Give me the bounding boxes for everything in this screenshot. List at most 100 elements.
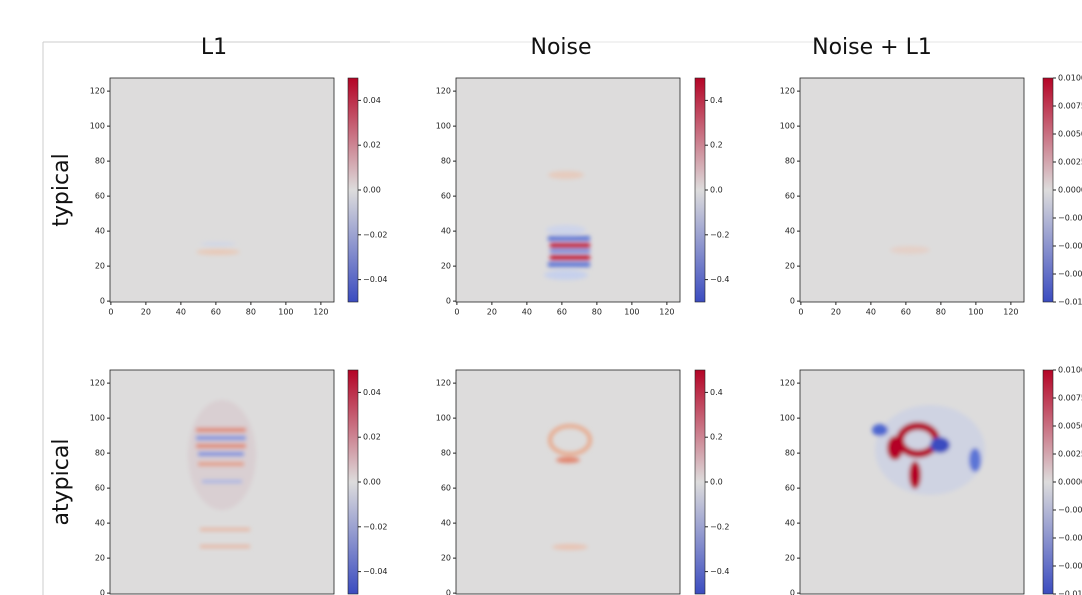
y-tick-label: 120 bbox=[90, 379, 105, 388]
y-tick-label: 80 bbox=[441, 449, 451, 458]
axes-frame bbox=[455, 369, 681, 595]
y-tick-label: 60 bbox=[785, 484, 795, 493]
y-tick-label: 60 bbox=[441, 192, 451, 201]
colorbar-tick-label: 0.02 bbox=[363, 141, 381, 150]
x-tick-label: 100 bbox=[968, 308, 983, 317]
y-tick-label: 0 bbox=[100, 589, 105, 595]
texture bbox=[200, 528, 250, 531]
colorbar-tick-label: 0.2 bbox=[710, 433, 723, 442]
colorbar-tick-label: 0.0025 bbox=[1058, 450, 1082, 459]
y-tick-label: 80 bbox=[785, 157, 795, 166]
y-tick-label: 20 bbox=[785, 554, 795, 563]
colorbar-tick-label: 0.0 bbox=[710, 478, 723, 487]
colorbar-tick-label: −0.02 bbox=[363, 522, 388, 531]
texture bbox=[198, 452, 244, 456]
texture bbox=[198, 462, 244, 466]
colorbar-tick-label: 0.00 bbox=[363, 186, 381, 195]
colorbar-tick-label: 0.00 bbox=[363, 478, 381, 487]
y-tick-label: 20 bbox=[441, 554, 451, 563]
y-tick-label: 40 bbox=[785, 227, 795, 236]
colorbar-tick-label: −0.0075 bbox=[1058, 270, 1082, 279]
heatmap bbox=[456, 78, 680, 302]
row-label: typical bbox=[49, 153, 74, 226]
y-tick-label: 0 bbox=[446, 589, 451, 595]
y-tick-label: 60 bbox=[441, 484, 451, 493]
texture bbox=[544, 270, 588, 280]
y-tick-label: 100 bbox=[436, 122, 451, 131]
colorbar-tick-label: −0.2 bbox=[710, 230, 729, 239]
colorbar-tick-label: −0.04 bbox=[363, 567, 388, 576]
colorbar-tick-label: 0.0075 bbox=[1058, 102, 1082, 111]
column-title: Noise bbox=[530, 35, 591, 60]
texture bbox=[196, 444, 246, 448]
x-tick-label: 40 bbox=[176, 308, 186, 317]
axes-frame bbox=[455, 77, 681, 303]
y-tick-label: 20 bbox=[95, 554, 105, 563]
x-tick-label: 60 bbox=[557, 308, 567, 317]
y-tick-label: 100 bbox=[436, 414, 451, 423]
colorbar-tick-label: 0.4 bbox=[710, 388, 723, 397]
heatmap bbox=[456, 370, 680, 594]
texture bbox=[548, 424, 592, 456]
colorbar-tick-label: 0.04 bbox=[363, 96, 381, 105]
axes-frame bbox=[799, 77, 1025, 303]
y-tick-label: 100 bbox=[90, 414, 105, 423]
y-tick-label: 100 bbox=[780, 122, 795, 131]
colorbar-tick-label: −0.04 bbox=[363, 275, 388, 284]
y-tick-label: 80 bbox=[95, 157, 105, 166]
x-tick-label: 0 bbox=[454, 308, 459, 317]
x-tick-label: 100 bbox=[278, 308, 293, 317]
y-tick-label: 80 bbox=[441, 157, 451, 166]
colorbar-tick-label: −0.4 bbox=[710, 567, 729, 576]
texture bbox=[200, 242, 236, 246]
texture bbox=[890, 246, 930, 254]
colorbar-tick-label: −0.2 bbox=[710, 522, 729, 531]
x-tick-label: 120 bbox=[313, 308, 328, 317]
y-tick-label: 100 bbox=[90, 122, 105, 131]
y-tick-label: 40 bbox=[441, 519, 451, 528]
x-tick-label: 20 bbox=[141, 308, 151, 317]
x-tick-label: 80 bbox=[592, 308, 602, 317]
y-tick-label: 20 bbox=[441, 262, 451, 271]
x-tick-label: 40 bbox=[866, 308, 876, 317]
colorbar-tick-label: 0.04 bbox=[363, 388, 381, 397]
colorbar-tick-label: 0.0000 bbox=[1058, 478, 1082, 487]
column-title: Noise + L1 bbox=[812, 35, 932, 60]
heatmap-texture bbox=[188, 171, 985, 550]
texture bbox=[548, 171, 584, 179]
y-tick-label: 60 bbox=[95, 192, 105, 201]
x-tick-label: 80 bbox=[246, 308, 256, 317]
texture bbox=[930, 437, 950, 453]
y-tick-label: 120 bbox=[780, 379, 795, 388]
x-tick-label: 40 bbox=[522, 308, 532, 317]
texture bbox=[556, 457, 580, 463]
y-tick-label: 0 bbox=[100, 297, 105, 306]
x-tick-label: 120 bbox=[1003, 308, 1018, 317]
y-tick-label: 120 bbox=[436, 379, 451, 388]
x-tick-label: 20 bbox=[487, 308, 497, 317]
colorbar bbox=[1042, 77, 1054, 303]
column-title: L1 bbox=[201, 35, 227, 60]
texture bbox=[872, 424, 888, 436]
y-tick-label: 40 bbox=[95, 519, 105, 528]
texture bbox=[552, 544, 588, 550]
x-tick-label: 100 bbox=[624, 308, 639, 317]
heatmap bbox=[800, 78, 1024, 302]
colorbar-tick-label: −0.4 bbox=[710, 275, 729, 284]
x-tick-label: 60 bbox=[211, 308, 221, 317]
colorbar-tick-label: 0.0000 bbox=[1058, 186, 1082, 195]
colorbar bbox=[694, 77, 706, 303]
heatmap bbox=[110, 78, 334, 302]
y-tick-label: 40 bbox=[95, 227, 105, 236]
y-tick-label: 0 bbox=[790, 297, 795, 306]
y-tick-label: 0 bbox=[446, 297, 451, 306]
texture bbox=[550, 249, 590, 253]
colorbar bbox=[1042, 369, 1054, 595]
colorbar bbox=[347, 369, 359, 595]
